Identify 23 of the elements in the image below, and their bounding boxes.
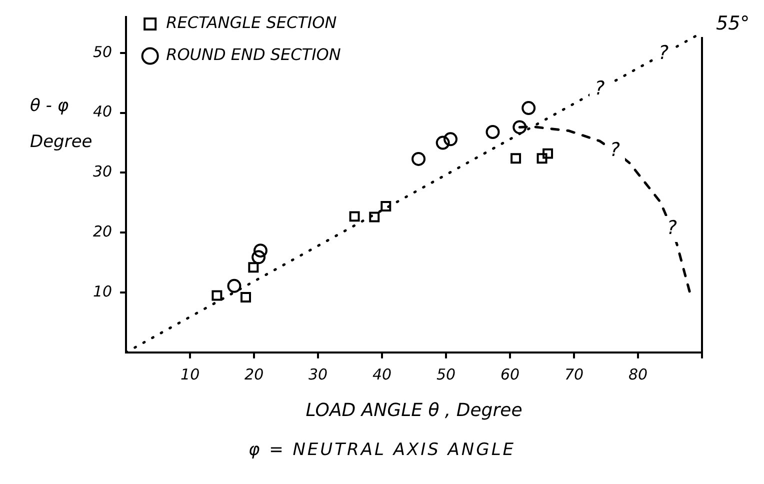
x-tick-label: 30 [308, 365, 328, 384]
annotation: ? [594, 77, 605, 100]
legend-label: ROUND END SECTION [166, 45, 341, 64]
x-tick-label: 20 [244, 365, 264, 384]
x-tick-label: 50 [436, 365, 456, 384]
y-tick-label: 30 [92, 162, 112, 181]
x-tick-label: 40 [372, 365, 392, 384]
x-tick-label: 80 [628, 365, 648, 384]
legend-label: RECTANGLE SECTION [166, 13, 337, 32]
x-tick-label: 70 [564, 365, 584, 384]
annotation: ? [610, 139, 620, 162]
y-tick-label: 10 [92, 282, 112, 300]
x-tick-label: 60 [500, 365, 520, 384]
text: φ = NEUTRAL AXIS ANGLE [247, 440, 517, 460]
annotation: ? [658, 42, 669, 64]
x-tick-label: 10 [180, 365, 200, 384]
y-tick-label: 20 [92, 222, 112, 241]
annotation: ? [666, 216, 677, 239]
annotation: 55° [716, 12, 750, 35]
y-axis-title: θ - φ Degree [30, 96, 92, 152]
x-axis-title: LOAD ANGLE θ , Degree [306, 400, 522, 421]
y-tick-label: 40 [92, 102, 112, 121]
y-tick-label: 50 [92, 42, 112, 61]
